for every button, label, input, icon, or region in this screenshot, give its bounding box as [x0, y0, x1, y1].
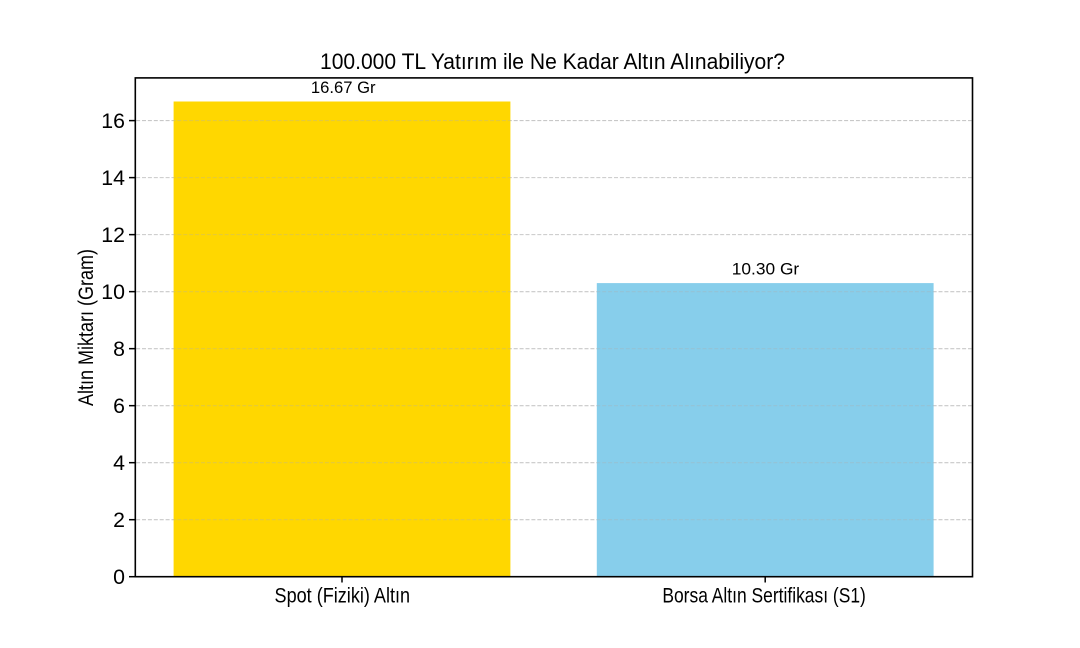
svg-text:2: 2: [113, 508, 125, 532]
svg-text:10.30 Gr: 10.30 Gr: [732, 259, 800, 278]
svg-text:16.67 Gr: 16.67 Gr: [311, 78, 376, 97]
svg-text:14: 14: [101, 166, 125, 190]
svg-text:6: 6: [113, 394, 125, 418]
svg-text:16: 16: [101, 109, 125, 133]
svg-text:100.000 TL Yatırım ile Ne Kada: 100.000 TL Yatırım ile Ne Kadar Altın Al…: [320, 49, 785, 74]
svg-text:10: 10: [101, 280, 125, 304]
svg-text:Borsa Altın Sertifikası (S1): Borsa Altın Sertifikası (S1): [662, 584, 866, 607]
svg-text:Spot (Fiziki) Altın: Spot (Fiziki) Altın: [275, 584, 411, 607]
svg-text:8: 8: [113, 337, 125, 361]
svg-text:0: 0: [113, 565, 125, 589]
svg-text:12: 12: [101, 223, 125, 247]
svg-text:Altın Miktarı (Gram): Altın Miktarı (Gram): [75, 249, 98, 406]
svg-text:4: 4: [113, 451, 125, 475]
